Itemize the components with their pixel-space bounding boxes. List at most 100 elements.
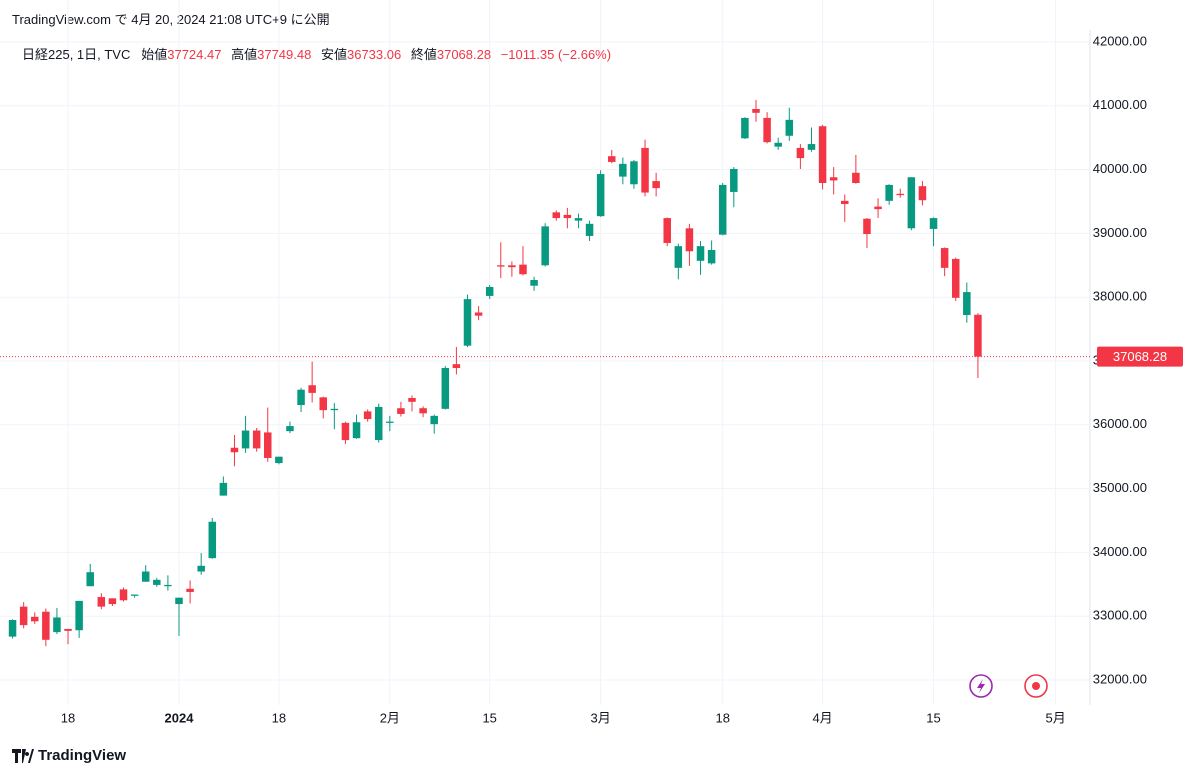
candle-body — [696, 246, 705, 261]
candle-body — [796, 147, 805, 159]
candle-body — [419, 408, 427, 414]
candle-body — [574, 218, 583, 221]
candle-body — [963, 292, 971, 316]
candle-body — [541, 226, 549, 266]
candle-body — [275, 456, 283, 464]
candle-body — [763, 117, 771, 143]
candle-body — [208, 521, 217, 559]
candle-body — [19, 606, 28, 626]
candle-body — [951, 258, 960, 298]
candle-body — [607, 156, 616, 162]
y-tick-label: 38000.00 — [1093, 289, 1147, 304]
candle-body — [652, 181, 660, 189]
candle-body — [441, 368, 450, 409]
candle-body — [918, 186, 927, 201]
candle-body — [774, 142, 782, 147]
candle-body — [596, 174, 605, 217]
close-value: 37068.28 — [436, 47, 492, 62]
candle-body — [164, 584, 172, 587]
candle-body — [252, 430, 261, 449]
x-tick-label: 2月 — [380, 710, 400, 725]
candle-body — [153, 579, 161, 585]
x-tick-label: 15 — [926, 710, 940, 725]
candle-body — [341, 422, 350, 441]
candle-body — [186, 588, 194, 592]
candle-body — [363, 411, 372, 420]
candle-body — [97, 597, 106, 607]
candle-body — [940, 248, 949, 268]
y-tick-label: 33000.00 — [1093, 608, 1147, 623]
close-label: 終値 — [410, 47, 437, 62]
candle-body — [374, 406, 383, 441]
candle-body — [319, 397, 327, 411]
candle-body — [829, 177, 838, 181]
candle-body — [219, 482, 228, 496]
x-tick-label: 3月 — [591, 710, 611, 725]
y-tick-label: 42000.00 — [1093, 33, 1147, 48]
y-tick-label: 36000.00 — [1093, 416, 1147, 431]
candle-body — [30, 616, 39, 622]
candle-body — [807, 144, 816, 150]
candle-body — [485, 286, 494, 296]
change: −1011.35 (−2.66%) — [500, 47, 612, 62]
candle-body — [619, 163, 627, 177]
candle-body — [53, 617, 61, 633]
candle-body — [896, 193, 905, 196]
x-tick-label: 18 — [715, 710, 729, 725]
candle-body — [852, 172, 860, 183]
candle-body — [752, 108, 760, 113]
candle-body — [707, 249, 716, 264]
logo-mark — [12, 748, 34, 763]
candle-body — [352, 422, 361, 439]
candle-body — [497, 265, 505, 267]
candle-body — [641, 147, 649, 193]
x-tick-label: 15 — [482, 710, 496, 725]
candle-body — [519, 264, 527, 275]
candle-body — [141, 571, 150, 582]
candle-body — [874, 206, 882, 210]
candle-body — [585, 223, 594, 236]
candle-body — [863, 218, 871, 235]
candle-body — [130, 594, 139, 596]
candle-body — [741, 117, 749, 139]
candle-body — [175, 597, 183, 605]
y-tick-label: 35000.00 — [1093, 480, 1147, 495]
candle-body — [241, 430, 250, 449]
candle-body — [508, 265, 516, 268]
alert-icon[interactable] — [969, 674, 993, 698]
publish-info: TradingView.com で 4月 20, 2024 21:08 UTC+… — [12, 12, 330, 27]
candle-body — [42, 611, 50, 640]
candle-body — [663, 218, 671, 243]
y-tick-label: 32000.00 — [1093, 671, 1147, 686]
last-price-box — [1097, 346, 1183, 367]
record-icon[interactable] — [1024, 674, 1048, 698]
candle-body — [907, 177, 916, 229]
candle-body — [718, 184, 727, 235]
y-tick-label: 40000.00 — [1093, 161, 1147, 176]
x-tick-label: 4月 — [812, 710, 832, 725]
y-tick-label: 41000.00 — [1093, 97, 1147, 112]
candle-body — [308, 385, 316, 393]
candle-body — [408, 397, 416, 402]
candle-body — [75, 600, 83, 631]
candle-body — [674, 246, 683, 268]
candle-body — [330, 408, 339, 411]
grid — [0, 0, 1090, 705]
candle-body — [530, 279, 538, 286]
candle-body — [474, 312, 483, 316]
candle-body — [630, 161, 638, 185]
candle-body — [119, 589, 128, 601]
candle-body — [386, 421, 394, 423]
candle-body — [552, 212, 561, 219]
candle-body — [929, 218, 938, 229]
candle-body — [885, 184, 893, 201]
low-label: 安値 — [320, 47, 347, 62]
candle-body — [86, 572, 94, 587]
candle-body — [785, 119, 794, 136]
x-tick-label: 5月 — [1045, 710, 1065, 725]
high-label: 高値 — [231, 47, 258, 62]
candle-body — [730, 168, 738, 192]
candle-body — [108, 598, 117, 605]
